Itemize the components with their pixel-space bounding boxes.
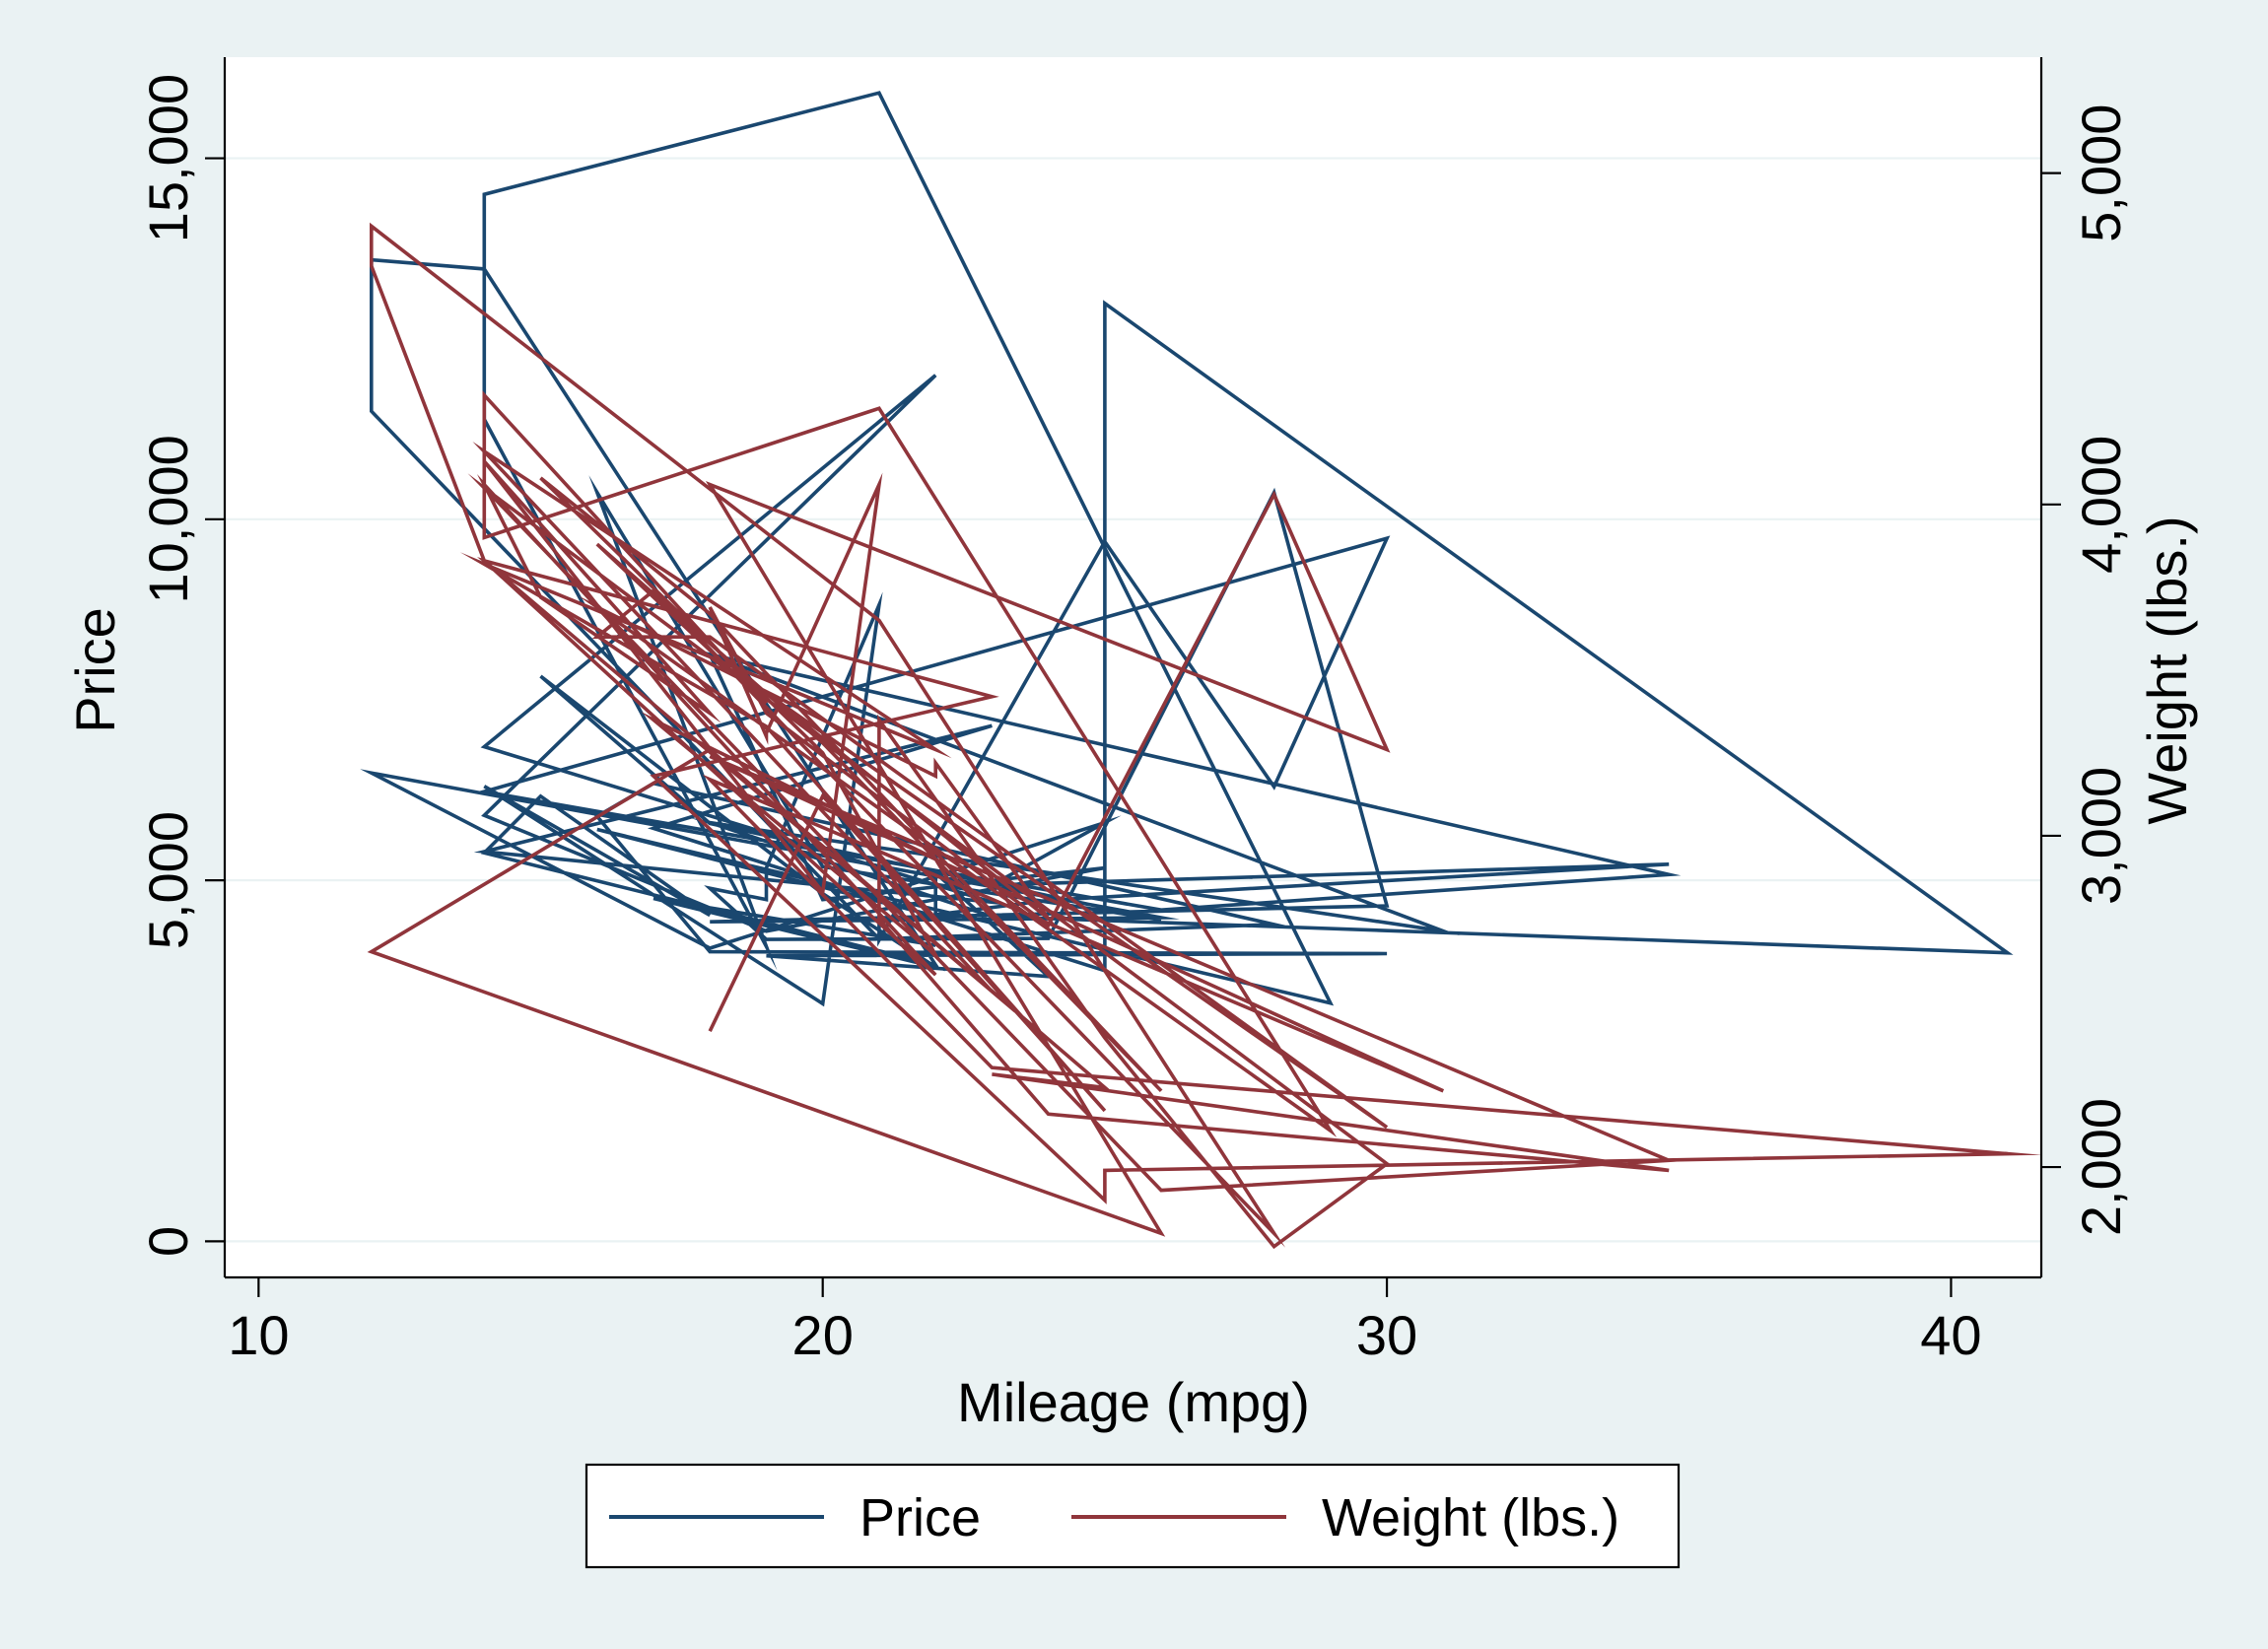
y-tick-label-2: 10,000 [137, 435, 199, 603]
series-line-price [360, 91, 2014, 1007]
y2-tick-label-3: 5,000 [2070, 104, 2132, 242]
y2-tick-label-0: 2,000 [2070, 1098, 2132, 1236]
x-tick-label-1: 20 [792, 1304, 854, 1366]
y-tick-label-0: 0 [137, 1226, 199, 1257]
y-axis-label: Price [64, 607, 126, 733]
ticks: 10 20 30 40 0 5,000 10,000 15,000 2,000 3,000 4,00… [137, 74, 2132, 1366]
y-tick-label-3: 15,000 [137, 74, 199, 242]
x-tick-label-3: 40 [1920, 1304, 1981, 1366]
x-tick-label-0: 10 [228, 1304, 289, 1366]
y2-tick-label-1: 3,000 [2070, 767, 2132, 905]
legend-label-price: Price [859, 1488, 981, 1547]
series-line-weight [367, 222, 2042, 1250]
x-axis-label: Mileage (mpg) [957, 1371, 1310, 1433]
y2-tick-label-2: 4,000 [2070, 436, 2132, 574]
grid-lines [225, 157, 2041, 1243]
legend: Price Weight (lbs.) [584, 1463, 1681, 1569]
axes [223, 57, 2043, 1279]
series-layer [360, 91, 2042, 1250]
y-tick-label-1: 5,000 [137, 811, 199, 949]
legend-label-weight: Weight (lbs.) [1322, 1488, 1619, 1547]
x-tick-label-2: 30 [1356, 1304, 1417, 1366]
y2-axis-label: Weight (lbs.) [2136, 515, 2198, 824]
